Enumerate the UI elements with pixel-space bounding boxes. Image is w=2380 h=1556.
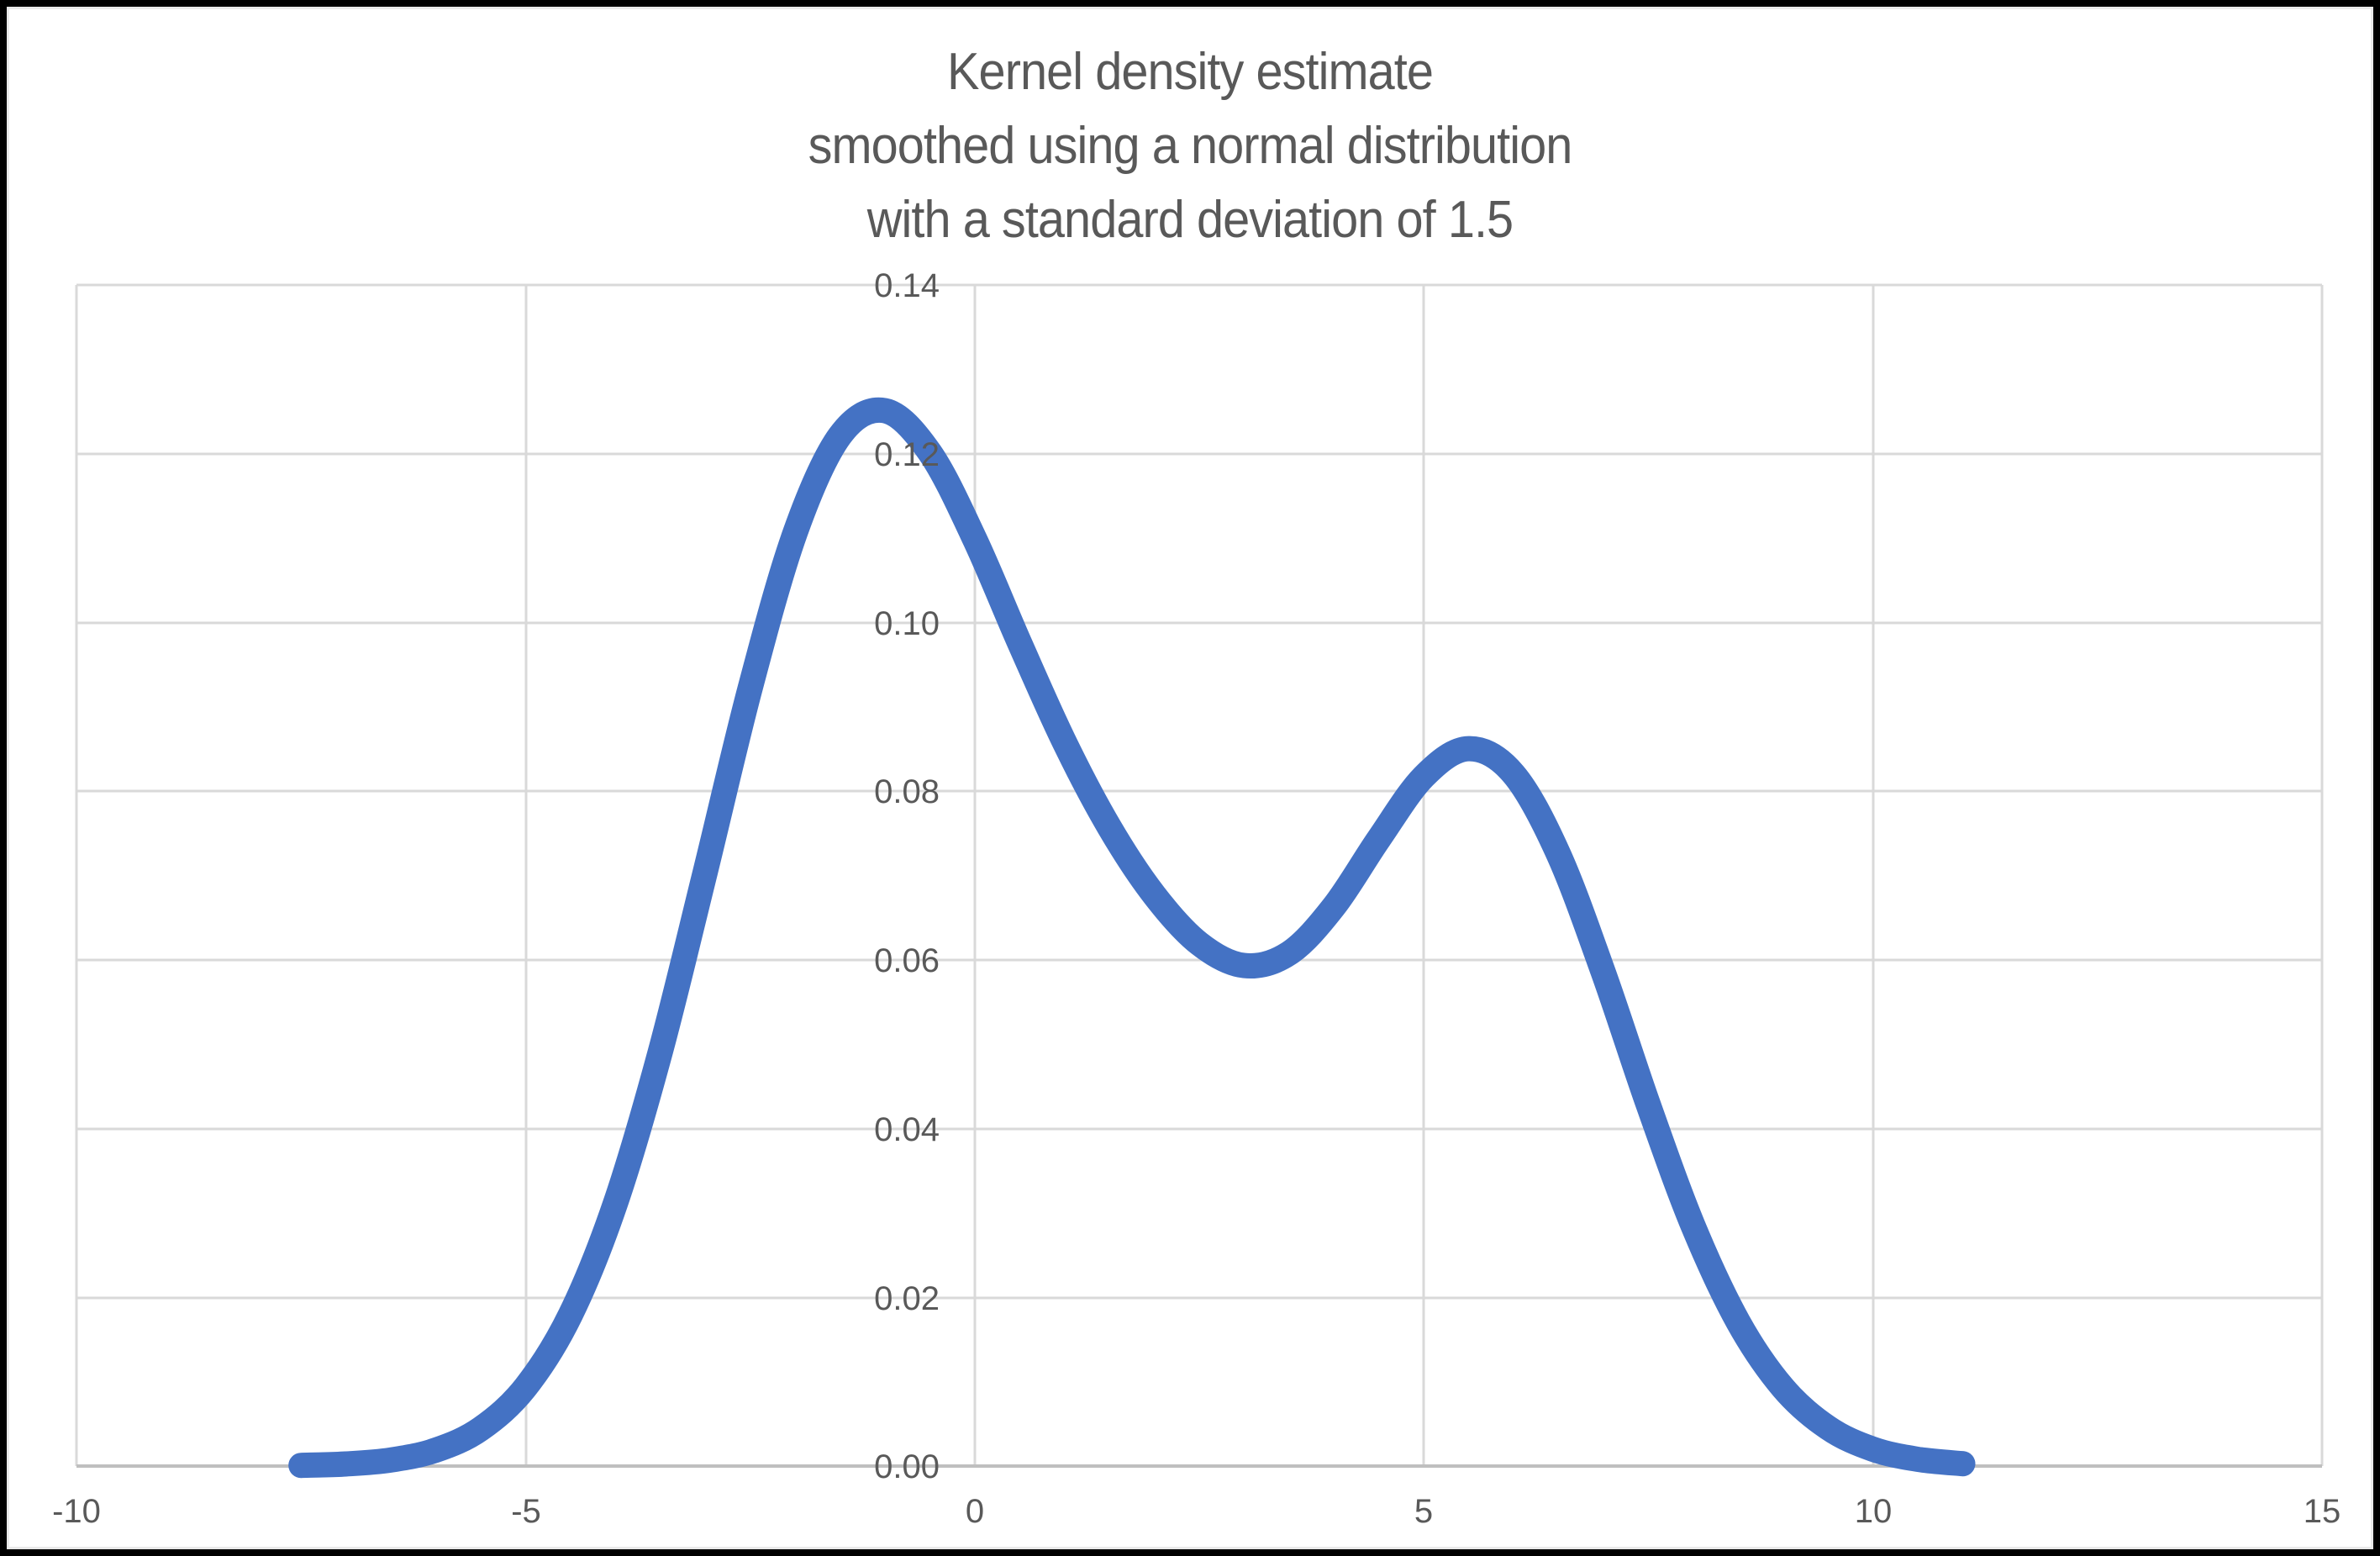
x-tick-label-5: 5 bbox=[1414, 1493, 1433, 1530]
y-tick-label-0.06: 0.06 bbox=[874, 942, 940, 979]
chart-title-line1: Kernel density estimate bbox=[947, 43, 1434, 101]
y-tick-label-0.04: 0.04 bbox=[874, 1111, 940, 1148]
y-tick-label-0.00: 0.00 bbox=[874, 1448, 940, 1485]
kde-curve bbox=[288, 397, 1976, 1479]
y-tick-label-0.14: 0.14 bbox=[874, 267, 940, 304]
chart-title-line2: smoothed using a normal distribution bbox=[808, 117, 1573, 175]
x-tick-labels: -10 -5 0 5 10 15 bbox=[52, 1493, 2341, 1530]
x-tick-label-15: 15 bbox=[2304, 1493, 2341, 1530]
y-tick-label-0.12: 0.12 bbox=[874, 436, 940, 473]
chart-title: Kernel density estimate smoothed using a… bbox=[90, 35, 2291, 257]
chart-title-line3: with a standard deviation of 1.5 bbox=[866, 191, 1514, 249]
x-tick-label-10: 10 bbox=[1855, 1493, 1893, 1530]
y-tick-label-0.08: 0.08 bbox=[874, 773, 940, 810]
y-tick-label-0.02: 0.02 bbox=[874, 1280, 940, 1317]
y-tick-label-0.10: 0.10 bbox=[874, 605, 940, 642]
gridlines bbox=[75, 283, 2324, 1466]
x-tick-label--10: -10 bbox=[52, 1493, 101, 1530]
x-tick-label-0: 0 bbox=[966, 1493, 984, 1530]
kde-chart: 0.14 0.12 0.10 0.08 0.06 0.04 0.02 0.00 … bbox=[52, 267, 2341, 1530]
x-tick-label--5: -5 bbox=[511, 1493, 541, 1530]
y-tick-labels: 0.14 0.12 0.10 0.08 0.06 0.04 0.02 0.00 bbox=[874, 267, 940, 1485]
